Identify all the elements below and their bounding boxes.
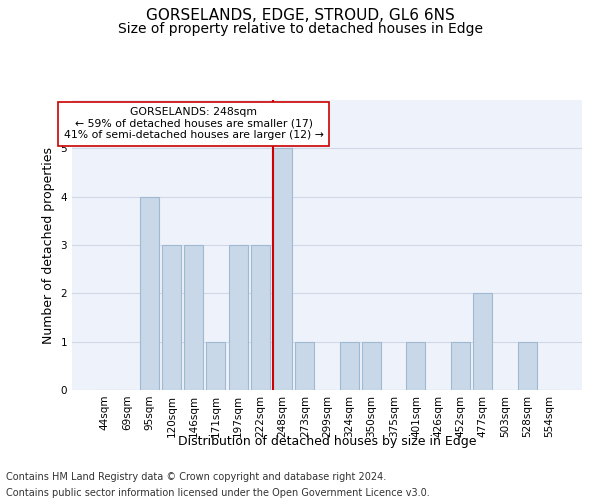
Bar — [229, 245, 248, 390]
Bar — [251, 245, 270, 390]
Bar — [206, 342, 225, 390]
Text: Distribution of detached houses by size in Edge: Distribution of detached houses by size … — [178, 435, 476, 448]
Bar — [473, 294, 492, 390]
Bar — [451, 342, 470, 390]
Bar — [518, 342, 536, 390]
Bar — [162, 245, 181, 390]
Y-axis label: Number of detached properties: Number of detached properties — [42, 146, 55, 344]
Text: GORSELANDS: 248sqm
← 59% of detached houses are smaller (17)
41% of semi-detache: GORSELANDS: 248sqm ← 59% of detached hou… — [64, 108, 323, 140]
Text: Contains public sector information licensed under the Open Government Licence v3: Contains public sector information licen… — [6, 488, 430, 498]
Bar — [340, 342, 359, 390]
Text: GORSELANDS, EDGE, STROUD, GL6 6NS: GORSELANDS, EDGE, STROUD, GL6 6NS — [146, 8, 454, 22]
Bar — [406, 342, 425, 390]
Bar — [140, 196, 158, 390]
Bar — [273, 148, 292, 390]
Bar — [362, 342, 381, 390]
Text: Contains HM Land Registry data © Crown copyright and database right 2024.: Contains HM Land Registry data © Crown c… — [6, 472, 386, 482]
Bar — [184, 245, 203, 390]
Text: Size of property relative to detached houses in Edge: Size of property relative to detached ho… — [118, 22, 482, 36]
Bar — [295, 342, 314, 390]
